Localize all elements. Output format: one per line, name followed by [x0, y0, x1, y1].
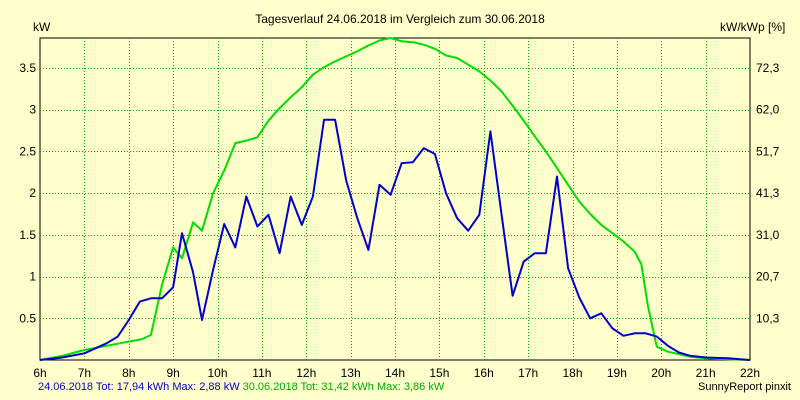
footer-credit: SunnyReport pinxit	[698, 381, 791, 393]
y2-tick-label: 62,0	[756, 103, 780, 117]
chart-title: Tagesverlauf 24.06.2018 im Vergleich zum…	[255, 12, 545, 26]
x-tick-label: 14h	[385, 366, 405, 380]
y2-tick-label: 72,3	[756, 61, 780, 75]
legend-series-30-06: 30.06.2018 Tot: 31,42 kWh Max: 3,86 kW	[242, 381, 445, 393]
y2-axis-label: kW/kWp [%]	[720, 20, 785, 34]
series-layer	[39, 37, 751, 361]
x-tick-label: 12h	[296, 366, 316, 380]
y-tick-label: 1	[29, 270, 36, 284]
x-tick-label: 18h	[562, 366, 582, 380]
grid-lines	[40, 38, 750, 360]
axis-labels: 6h 7h 8h 9h 10h 11h 12h 13h 14h 15h 16h 17h 18h 19h 20…	[19, 61, 779, 380]
series-line-24-06-2018	[39, 118, 751, 361]
footer-legend: 24.06.2018 Tot: 17,94 kWh Max: 2,88 kW 3…	[38, 381, 444, 393]
y-tick-label: 2	[29, 186, 36, 200]
y2-tick-label: 20,7	[756, 270, 780, 284]
y-tick-label: 0.5	[19, 311, 36, 325]
x-tick-label: 20h	[651, 366, 671, 380]
y-tick-label: 1.5	[19, 228, 36, 242]
y2-tick-label: 41,3	[756, 186, 780, 200]
plot-area	[39, 37, 751, 361]
x-tick-label: 6h	[33, 366, 46, 380]
x-tick-label: 15h	[429, 366, 449, 380]
y2-tick-label: 10,3	[756, 311, 780, 325]
x-tick-label: 7h	[78, 366, 91, 380]
x-tick-label: 10h	[207, 366, 227, 380]
x-tick-label: 17h	[518, 366, 538, 380]
y-tick-label: 3.5	[19, 61, 36, 75]
x-tick-label: 11h	[252, 366, 271, 380]
series-line-30-06-2018	[39, 37, 751, 361]
y-tick-label: 3	[29, 103, 36, 117]
x-tick-label: 13h	[341, 366, 361, 380]
y-axis-label: kW	[33, 20, 51, 34]
legend-series-24-06: 24.06.2018 Tot: 17,94 kWh Max: 2,88 kW	[38, 381, 240, 393]
x-tick-label: 22h	[740, 366, 760, 380]
x-tick-label: 16h	[474, 366, 494, 380]
x-tick-label: 21h	[696, 366, 716, 380]
x-tick-label: 19h	[607, 366, 627, 380]
y-tick-label: 2.5	[19, 144, 36, 158]
y2-tick-label: 31,0	[756, 228, 780, 242]
x-tick-label: 8h	[122, 366, 135, 380]
y2-tick-label: 51,7	[756, 144, 780, 158]
x-tick-label: 9h	[166, 366, 179, 380]
